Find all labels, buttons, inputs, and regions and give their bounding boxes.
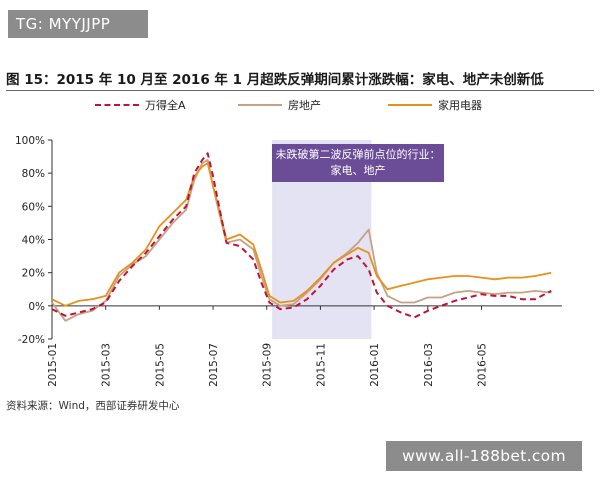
y-tick-label: 0% xyxy=(28,301,45,313)
figure-title: 图 15：2015 年 10 月至 2016 年 1 月超跌反弹期间累计涨跌幅：… xyxy=(6,72,544,88)
x-tick-label: 2015-05 xyxy=(154,343,166,387)
x-tick-label: 2015-09 xyxy=(262,343,274,387)
source-note: 资料来源：Wind，西部证券研发中心 xyxy=(6,400,180,412)
x-tick-label: 2015-11 xyxy=(315,343,327,387)
x-tick-label: 2016-01 xyxy=(369,343,381,387)
legend-label-wandequan: 万得全A xyxy=(145,99,186,112)
x-tick-label: 2015-03 xyxy=(101,343,113,387)
title-divider xyxy=(6,90,594,91)
series-line-jiayongdianqi xyxy=(51,162,552,307)
legend-swatch-wandequan xyxy=(95,104,139,106)
x-tick-label: 2016-05 xyxy=(476,343,488,387)
legend-item-wandequan: 万得全A xyxy=(95,97,186,113)
y-tick-label: 80% xyxy=(22,168,45,180)
legend-label-jiayongdianqi: 家用电器 xyxy=(438,99,482,112)
legend-swatch-jiayongdianqi xyxy=(388,104,432,106)
series-line-fangdichan xyxy=(51,158,552,322)
y-tick-label: 20% xyxy=(22,268,45,280)
y-tick-label: 40% xyxy=(22,235,45,247)
x-tick-label: 2016-03 xyxy=(423,343,435,387)
annotation-box: 未跌破第二波反弹前点位的行业：家电、地产 xyxy=(272,144,444,182)
legend-label-fangdichan: 房地产 xyxy=(288,99,321,112)
legend-item-fangdichan: 房地产 xyxy=(238,97,321,113)
y-tick-label: -20% xyxy=(18,334,45,346)
series-line-wandequan xyxy=(51,152,552,319)
legend-item-jiayongdianqi: 家用电器 xyxy=(388,97,482,113)
y-tick-label: 100% xyxy=(15,135,45,147)
watermark: www.all-188bet.com xyxy=(386,441,582,471)
x-tick-label: 2015-07 xyxy=(208,343,220,387)
legend-swatch-fangdichan xyxy=(238,104,282,106)
tg-tag: TG: MYYJJPP xyxy=(8,10,148,38)
x-tick-label: 2015-01 xyxy=(47,343,59,387)
y-tick-label: 60% xyxy=(22,201,45,213)
